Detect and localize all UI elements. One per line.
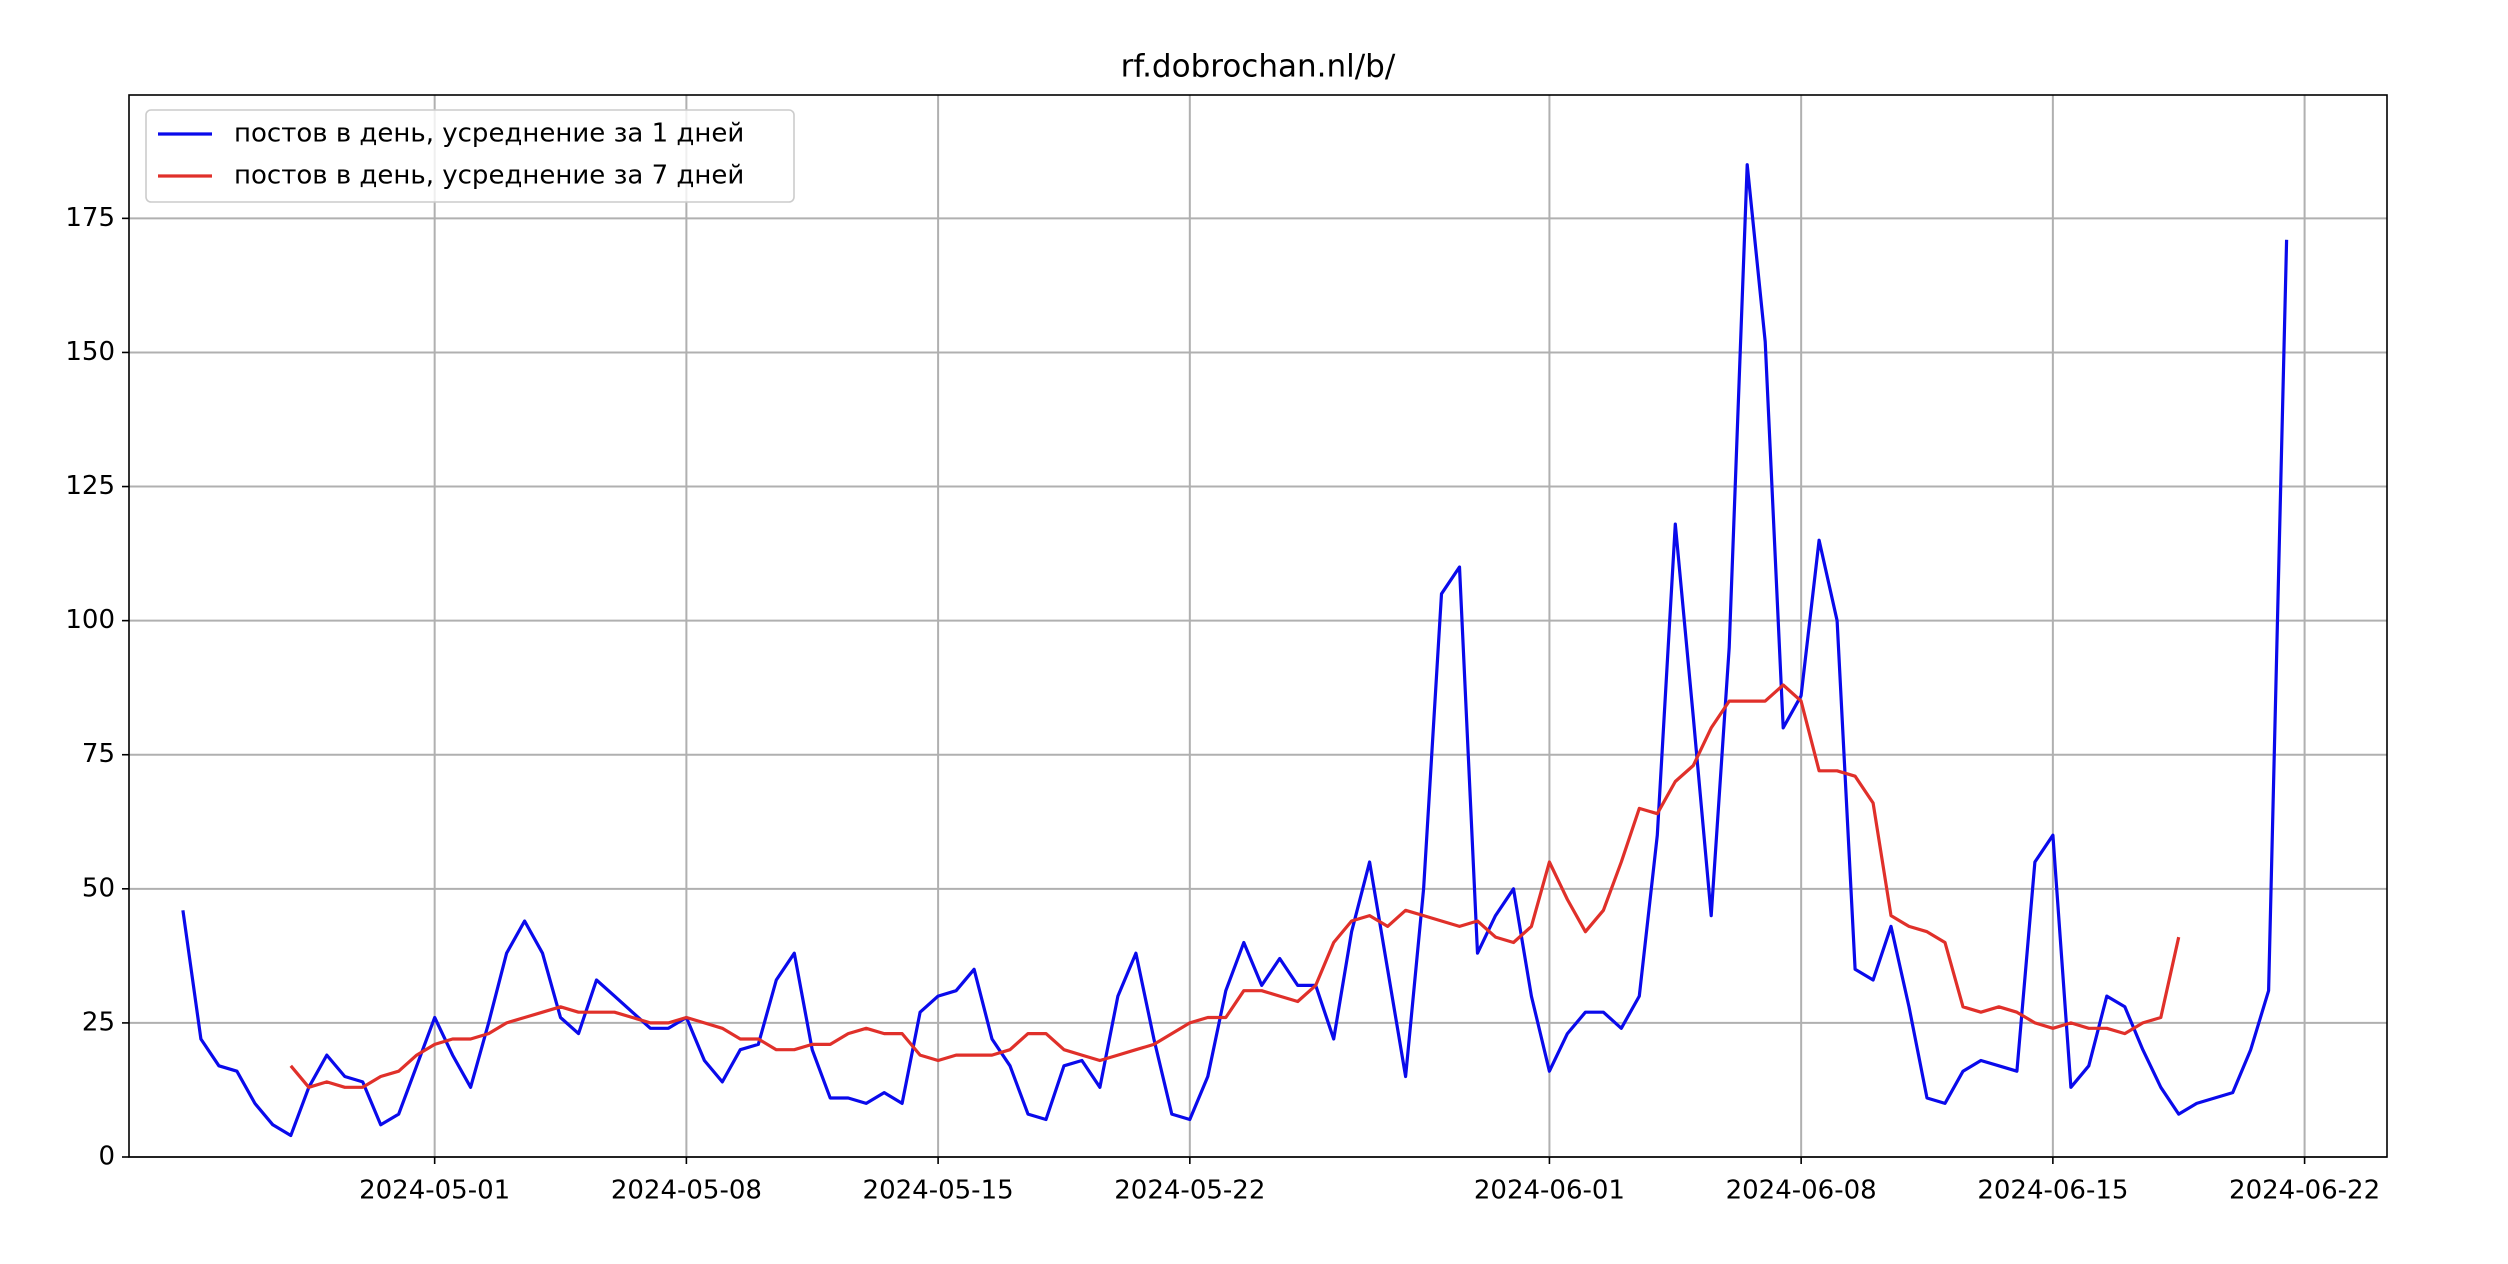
y-tick-label: 150 [65,337,115,367]
y-tick-label: 50 [82,873,115,903]
x-tick-label: 2024-06-22 [2229,1176,2380,1206]
legend-label: постов в день, усреднение за 1 дней [234,119,744,149]
x-tick-label: 2024-05-08 [611,1176,762,1206]
y-tick-label: 125 [65,471,115,501]
x-tick-label: 2024-05-22 [1114,1176,1265,1206]
y-tick-label: 75 [82,739,115,769]
x-tick-label: 2024-06-01 [1474,1176,1625,1206]
x-tick-label: 2024-06-08 [1726,1176,1877,1206]
series-line [181,163,2289,1138]
series-line [289,683,2181,1089]
plot-frame [128,94,2388,1158]
x-tick-label: 2024-05-15 [863,1176,1014,1206]
x-tick-label: 2024-05-01 [359,1176,510,1206]
y-tick-label: 175 [65,203,115,233]
y-tick-label: 25 [82,1007,115,1037]
legend-label: постов в день, усреднение за 7 дней [234,161,744,191]
x-tick-label: 2024-06-15 [1977,1176,2128,1206]
chart-title: rf.dobrochan.nl/b/ [1121,49,1396,85]
legend-box [145,109,795,203]
y-tick-label: 100 [65,605,115,635]
y-tick-label: 0 [98,1142,115,1172]
